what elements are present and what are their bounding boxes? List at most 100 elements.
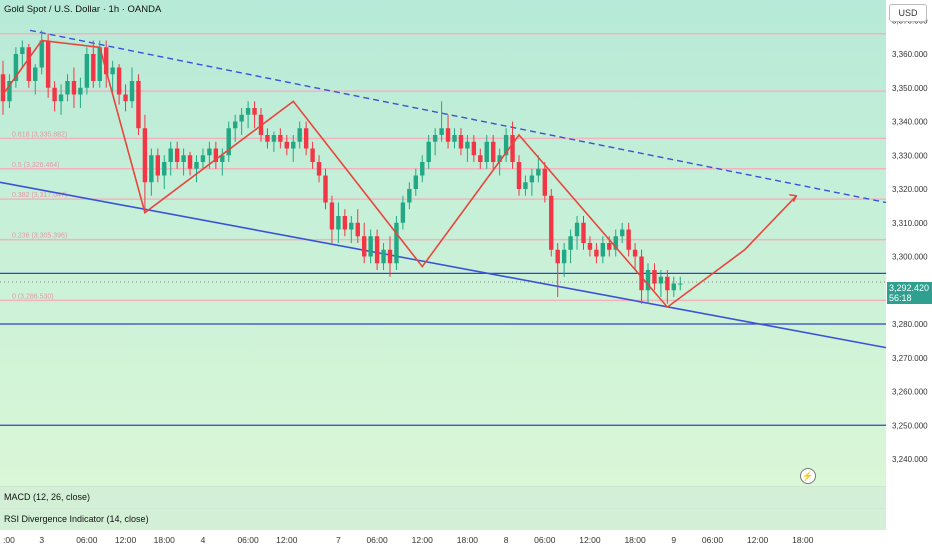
candle-body [220, 155, 225, 162]
currency-button[interactable]: USD [889, 4, 927, 22]
candle-body [162, 162, 167, 176]
macd-pane[interactable]: MACD (12, 26, close) [0, 486, 886, 509]
candle-body [78, 87, 83, 95]
candle-body [387, 249, 393, 264]
alert-bolt-icon[interactable]: ⚡ [800, 468, 816, 484]
price-tick-label: 3,360.000 [892, 50, 928, 59]
candle-body [665, 276, 670, 291]
candle-body [523, 182, 528, 189]
time-tick-label: 12:00 [747, 535, 769, 545]
candle-body [316, 162, 322, 176]
candle-body [71, 81, 77, 95]
time-tick-label: 18:00 [624, 535, 646, 545]
candle-body [632, 249, 638, 257]
candle-body [45, 40, 51, 88]
price-chart[interactable]: 0.618 (3,335.882) 0.5 (3,326.464) 0.382 (3… [0, 0, 932, 486]
candle-body [529, 175, 535, 183]
price-tick-label: 3,300.000 [892, 253, 928, 262]
zigzag-path[interactable] [2, 39, 798, 309]
time-tick-label: 9 [671, 535, 676, 545]
price-tick-label: 3,280.000 [892, 320, 928, 329]
time-tick-label: 12:00 [412, 535, 434, 545]
candle-body [594, 249, 599, 257]
candle-body [678, 283, 683, 285]
candle-body [536, 168, 541, 176]
candle-body [213, 148, 219, 162]
candle-body [13, 54, 19, 81]
time-axis-background [0, 530, 932, 550]
candle-body [342, 216, 348, 230]
price-axis-background [886, 0, 932, 486]
candle-body [116, 67, 122, 95]
last-price-tag: 3,292.420 56:18 [887, 282, 932, 304]
time-tick-label: 4 [201, 535, 206, 545]
candle-body [252, 108, 257, 115]
candle-body [20, 47, 25, 54]
candle-body [303, 128, 309, 149]
candle-body [33, 67, 38, 81]
candle-body [471, 141, 477, 156]
candle-body [407, 189, 412, 203]
candle-body [26, 47, 31, 81]
candle-body [413, 175, 418, 189]
price-tick-label: 3,270.000 [892, 354, 928, 363]
candle-body [510, 135, 515, 162]
candle-body [452, 135, 457, 142]
candle-body [607, 243, 612, 250]
price-tick-label: 3,320.000 [892, 185, 928, 194]
price-tick-label: 3,250.000 [892, 421, 928, 430]
candle-body [445, 128, 451, 142]
chart-background [0, 0, 886, 486]
candle-body [652, 270, 657, 284]
symbol-title[interactable]: Gold Spot / U.S. Dollar · 1h · OANDA [4, 4, 162, 15]
fib-retracement[interactable]: 0.618 (3,335.882) 0.5 (3,326.464) 0.382 (3… [0, 33, 886, 302]
fib-level-label: 0 (3,286.530) [12, 293, 54, 300]
candle-body [516, 162, 522, 189]
candle-body [104, 47, 109, 75]
candle-body [129, 81, 135, 102]
candle-body [323, 175, 328, 203]
fib-level-label: 0.618 (3,335.882) [12, 131, 67, 138]
candle-body [149, 155, 154, 183]
candle-body [465, 141, 470, 149]
candle-body [400, 202, 406, 223]
last-price: 3,292.420 [889, 283, 930, 293]
rsi-label: RSI Divergence Indicator (14, close) [4, 514, 149, 524]
rsi-pane[interactable]: RSI Divergence Indicator (14, close) [0, 508, 886, 531]
time-tick-label: 18:00 [457, 535, 479, 545]
candle-body [381, 249, 386, 264]
candle-body [478, 155, 483, 162]
candle-body [620, 229, 625, 237]
candle-body [239, 114, 244, 122]
price-tick-label: 3,310.000 [892, 219, 928, 228]
time-tick-label: 06:00 [237, 535, 259, 545]
candle-body [174, 148, 180, 162]
candle-body [368, 236, 373, 257]
price-tick-label: 3,340.000 [892, 118, 928, 127]
candle-body [142, 128, 148, 183]
candle-body [568, 236, 573, 250]
candle-body [581, 222, 586, 243]
candle-body [374, 236, 380, 264]
candle-body [155, 155, 160, 176]
candle-body [58, 94, 64, 102]
horizontal-lines[interactable] [0, 272, 886, 426]
candle-body [484, 141, 489, 162]
candle-body [555, 249, 560, 264]
time-axis[interactable]: :00 3 06:00 12:00 18:00 4 06:00 12:00 7 06:00 12:0… [0, 530, 932, 550]
candle-body [658, 276, 664, 284]
candle-body [613, 236, 618, 250]
time-tick-label: 18:00 [154, 535, 176, 545]
candle-body [65, 81, 70, 95]
candle-body [0, 74, 6, 102]
time-tick-label: :00 [3, 535, 15, 545]
candle-body [181, 155, 186, 162]
zigzag-arrowhead [789, 194, 798, 203]
price-tick-label: 3,350.000 [892, 84, 928, 93]
candle-body [549, 195, 554, 250]
time-tick-label: 7 [336, 535, 341, 545]
price-tick-label: 3,260.000 [892, 388, 928, 397]
candle-body [542, 168, 547, 196]
resistance-trendline [29, 29, 887, 204]
